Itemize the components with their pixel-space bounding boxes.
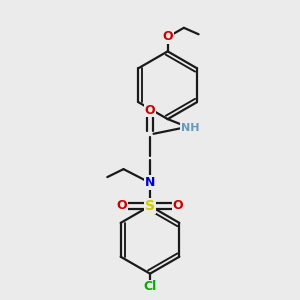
Text: O: O — [173, 200, 183, 212]
Text: Cl: Cl — [143, 280, 157, 293]
Text: NH: NH — [181, 123, 199, 133]
Text: S: S — [145, 199, 155, 213]
Text: N: N — [145, 176, 155, 189]
Text: O: O — [117, 200, 127, 212]
Text: O: O — [162, 30, 173, 43]
Text: O: O — [145, 104, 155, 117]
